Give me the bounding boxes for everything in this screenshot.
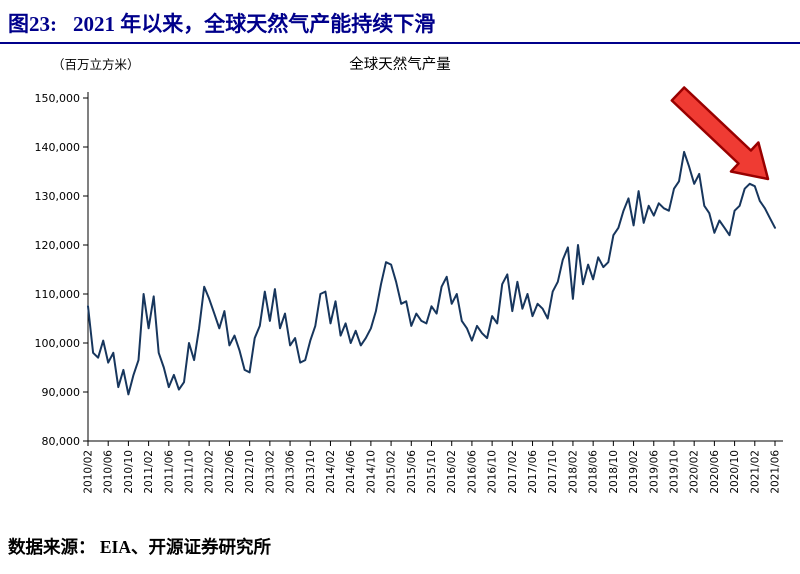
svg-text:2012/10: 2012/10: [244, 450, 256, 494]
svg-text:2018/10: 2018/10: [608, 450, 620, 494]
svg-text:2013/06: 2013/06: [285, 450, 297, 494]
svg-text:2010/02: 2010/02: [83, 450, 95, 494]
decline-arrow-icon: [670, 86, 770, 181]
svg-text:2018/06: 2018/06: [588, 450, 600, 494]
svg-text:2016/02: 2016/02: [446, 450, 458, 494]
figure-title: 2021 年以来，全球天然气产能持续下滑: [73, 12, 436, 36]
figure-label: 图23:: [8, 12, 57, 36]
svg-text:2020/06: 2020/06: [709, 450, 721, 494]
figure-header: 图23: 2021 年以来，全球天然气产能持续下滑: [8, 8, 435, 38]
data-source: 数据来源： EIA、开源证券研究所: [8, 534, 271, 559]
svg-text:2021/02: 2021/02: [749, 450, 761, 494]
svg-text:2010/06: 2010/06: [103, 450, 115, 494]
svg-text:80,000: 80,000: [42, 435, 81, 448]
svg-text:2012/02: 2012/02: [204, 450, 216, 494]
header-divider: [0, 42, 800, 44]
svg-text:2017/10: 2017/10: [547, 450, 559, 494]
svg-text:2011/06: 2011/06: [163, 450, 175, 494]
svg-text:2019/10: 2019/10: [668, 450, 680, 494]
svg-text:2019/02: 2019/02: [628, 450, 640, 494]
svg-text:2016/06: 2016/06: [466, 450, 478, 494]
svg-text:2020/02: 2020/02: [689, 450, 701, 494]
natural-gas-production-line-chart: 80,000 90,000 100,000 110,000 120,000 130,000…: [35, 92, 783, 494]
svg-text:130,000: 130,000: [35, 190, 81, 203]
svg-text:2014/10: 2014/10: [365, 450, 377, 494]
svg-text:2014/02: 2014/02: [325, 450, 337, 494]
svg-text:2021/06: 2021/06: [770, 450, 782, 494]
svg-text:2013/10: 2013/10: [305, 450, 317, 494]
svg-text:2012/06: 2012/06: [224, 450, 236, 494]
decline-arrow-shape: [670, 86, 770, 181]
svg-text:2015/06: 2015/06: [406, 450, 418, 494]
svg-text:140,000: 140,000: [35, 141, 81, 154]
svg-text:110,000: 110,000: [35, 288, 81, 301]
chart-title: 全球天然气产量: [349, 57, 451, 73]
svg-text:2019/06: 2019/06: [648, 450, 660, 494]
svg-text:2010/10: 2010/10: [123, 450, 135, 494]
svg-text:120,000: 120,000: [35, 239, 81, 252]
data-source-label: 数据来源：: [8, 537, 96, 557]
svg-text:2014/06: 2014/06: [345, 450, 357, 494]
svg-text:100,000: 100,000: [35, 337, 81, 350]
svg-text:150,000: 150,000: [35, 92, 81, 105]
svg-text:2013/02: 2013/02: [264, 450, 276, 494]
svg-text:90,000: 90,000: [42, 386, 81, 399]
svg-text:2011/02: 2011/02: [143, 450, 155, 494]
y-axis-unit-label: （百万立方米）: [52, 58, 140, 72]
svg-text:2017/06: 2017/06: [527, 450, 539, 494]
data-source-text: EIA、开源证券研究所: [99, 537, 271, 557]
svg-text:2016/10: 2016/10: [487, 450, 499, 494]
svg-text:2011/10: 2011/10: [184, 450, 196, 494]
svg-text:2015/10: 2015/10: [426, 450, 438, 494]
chart-area: （百万立方米） 全球天然气产量 80,000 90,000 100,000 110,0…: [0, 46, 800, 526]
svg-text:2018/02: 2018/02: [567, 450, 579, 494]
svg-text:2020/10: 2020/10: [729, 450, 741, 494]
svg-text:2017/02: 2017/02: [507, 450, 519, 494]
svg-text:2015/02: 2015/02: [386, 450, 398, 494]
